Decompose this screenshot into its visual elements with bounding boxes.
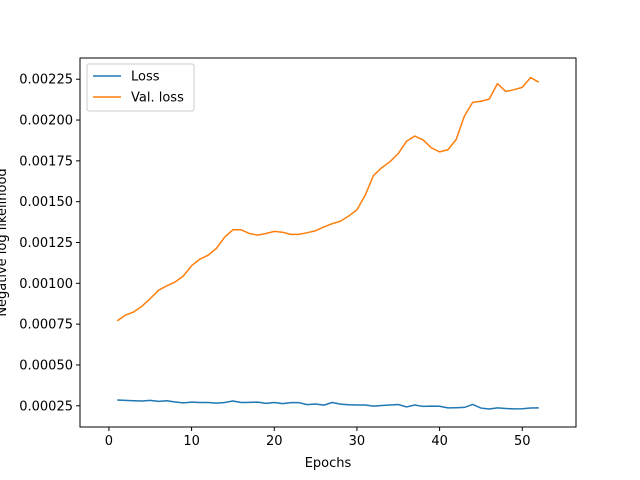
legend-label-val-loss: Val. loss bbox=[131, 91, 184, 106]
axes-frame bbox=[79, 57, 577, 428]
x-tick-label: 20 bbox=[266, 434, 283, 449]
x-axis-label: Epochs bbox=[305, 456, 352, 471]
y-tick-label: 0.00025 bbox=[19, 399, 73, 414]
x-axis: 0 10 20 30 40 50 bbox=[105, 427, 531, 449]
x-tick-label: 30 bbox=[349, 434, 366, 449]
x-tick-label: 50 bbox=[514, 434, 531, 449]
legend: Loss Val. loss bbox=[86, 63, 195, 112]
y-tick-label: 0.00175 bbox=[19, 154, 73, 169]
x-tick-label: 40 bbox=[431, 434, 448, 449]
y-tick-label: 0.00100 bbox=[19, 277, 73, 292]
y-axis-label: Negative log likelihood bbox=[0, 168, 10, 316]
legend-label-loss: Loss bbox=[131, 70, 160, 85]
y-tick-label: 0.00050 bbox=[19, 358, 73, 373]
x-tick-label: 10 bbox=[183, 434, 200, 449]
series-line-val-loss bbox=[116, 76, 540, 322]
x-tick-label: 0 bbox=[105, 434, 113, 449]
plot-lines bbox=[116, 76, 540, 410]
series-line-loss bbox=[117, 399, 539, 410]
y-tick-label: 0.00200 bbox=[19, 114, 73, 129]
y-tick-label: 0.00225 bbox=[19, 73, 73, 88]
y-tick-label: 0.00150 bbox=[19, 195, 73, 210]
y-tick-label: 0.00075 bbox=[19, 318, 73, 333]
y-tick-label: 0.00125 bbox=[19, 236, 73, 251]
y-axis: 0.00025 0.00050 0.00075 0.00100 0.00125 0.001… bbox=[19, 73, 80, 414]
